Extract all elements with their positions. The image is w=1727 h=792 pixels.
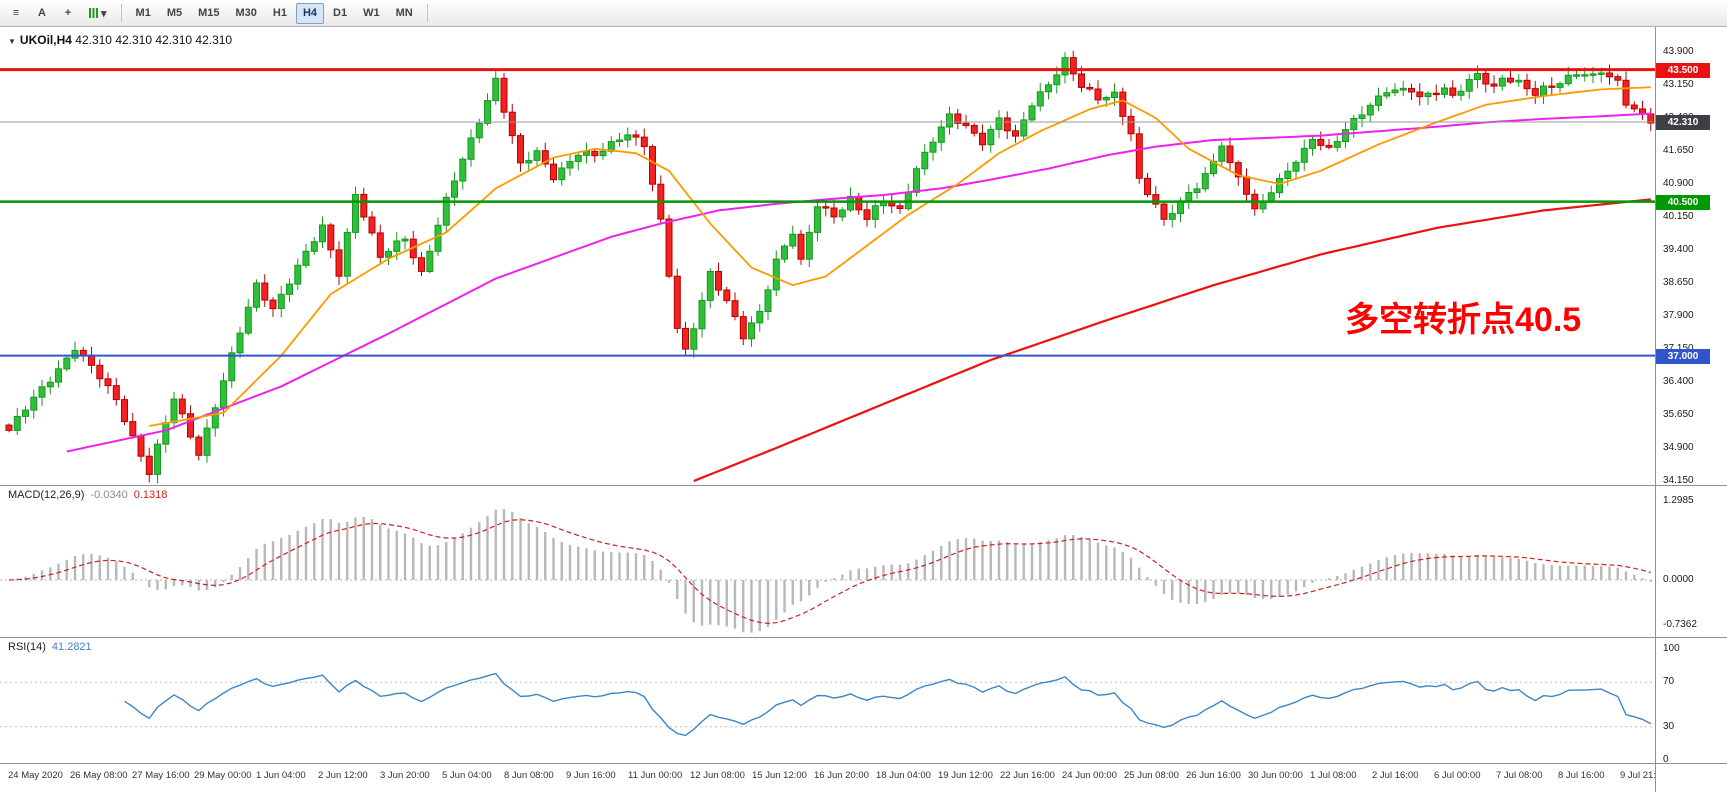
timeframe-m5[interactable]: M5 (160, 3, 189, 24)
toolbar-separator (426, 4, 428, 22)
price-tick-label: 37.150 (1663, 343, 1694, 354)
panel-splitter (0, 763, 1727, 764)
price-tick-label: 34.900 (1663, 442, 1694, 453)
price-tick-label: 34.150 (1663, 475, 1694, 486)
timeframe-w1[interactable]: W1 (356, 3, 387, 24)
time-label: 16 Jun 20:00 (814, 770, 869, 781)
time-label: 1 Jul 08:00 (1310, 770, 1357, 781)
price-badge: 37.000 (1656, 348, 1710, 364)
price-badge: 40.500 (1656, 194, 1710, 210)
price-tick-label: 40.900 (1663, 178, 1694, 189)
price-tick-label: 39.400 (1663, 244, 1694, 255)
symbol-timeframe-label: UKOil,H4 (19, 33, 72, 47)
chart-type-dropdown[interactable]: ▾ (82, 3, 114, 24)
time-label: 15 Jun 12:00 (752, 770, 807, 781)
price-tick-label: 35.650 (1663, 409, 1694, 420)
price-tick-label: 41.650 (1663, 145, 1694, 156)
time-label: 7 Jul 08:00 (1496, 770, 1543, 781)
price-tick-label: 36.400 (1663, 376, 1694, 387)
bar-chart-icon (89, 8, 98, 18)
time-axis[interactable]: 24 May 2020 26 May 08:00 27 May 16:00 29 Ma… (0, 764, 1666, 792)
time-label: 18 Jun 04:00 (876, 770, 931, 781)
macd-indicator-label: MACD(12,26,9) -0.0340 0.1318 (8, 489, 167, 501)
time-label: 8 Jul 16:00 (1558, 770, 1605, 781)
macd-scale-label: 0.0000 (1663, 574, 1694, 585)
time-label: 30 Jun 00:00 (1248, 770, 1303, 781)
rsi-name: RSI(14) (8, 641, 46, 653)
rsi-plot[interactable] (0, 638, 1655, 763)
time-label: 27 May 16:00 (132, 770, 190, 781)
price-badge: 42.310 (1656, 114, 1710, 130)
chevron-down-icon: ▾ (101, 7, 107, 20)
menu-icon[interactable]: ≡ (4, 3, 28, 24)
price-tick-label: 38.650 (1663, 277, 1694, 288)
crosshair-tool-button[interactable]: + (56, 3, 80, 24)
timeframe-m30[interactable]: M30 (229, 3, 264, 24)
time-label: 2 Jun 12:00 (318, 770, 368, 781)
time-label: 25 Jun 08:00 (1124, 770, 1179, 781)
macd-name: MACD(12,26,9) (8, 489, 85, 501)
price-badge: 43.500 (1656, 62, 1710, 78)
rsi-scale-label: 30 (1663, 720, 1675, 732)
time-label: 8 Jun 08:00 (504, 770, 554, 781)
time-label: 29 May 00:00 (194, 770, 252, 781)
macd-scale-label: -0.7362 (1663, 618, 1697, 630)
timeframe-h4[interactable]: H4 (295, 2, 325, 24)
timeframe-mn[interactable]: MN (389, 3, 420, 24)
price-tick-label: 40.150 (1663, 211, 1694, 222)
rsi-scale-label: 100 (1663, 643, 1680, 654)
rsi-value: 41.2821 (51, 641, 92, 653)
time-label: 19 Jun 12:00 (938, 770, 993, 781)
time-label: 5 Jun 04:00 (442, 770, 492, 781)
macd-scale-label: 1.2985 (1663, 494, 1694, 506)
time-label: 9 Jul 21:15 (1620, 770, 1667, 781)
macd-panel[interactable] (0, 486, 1655, 637)
timeframe-m1[interactable]: M1 (129, 3, 158, 24)
time-label: 1 Jun 04:00 (256, 770, 306, 781)
rsi-scale-label: 70 (1663, 676, 1675, 688)
rsi-panel[interactable] (0, 638, 1655, 763)
text-tool-glyph: A (38, 7, 46, 19)
time-label: 9 Jun 16:00 (566, 770, 616, 781)
time-label: 11 Jun 00:00 (628, 770, 683, 781)
macd-signal-value: 0.1318 (133, 489, 168, 501)
timeframe-d1[interactable]: D1 (326, 3, 354, 24)
ohlc-quotes: 42.310 42.310 42.310 42.310 (75, 33, 233, 47)
rsi-indicator-label: RSI(14) 41.2821 (8, 641, 92, 653)
crosshair-icon: + (64, 7, 72, 19)
time-label: 26 Jun 16:00 (1186, 770, 1241, 781)
panel-splitter[interactable] (0, 485, 1727, 486)
panel-splitter[interactable] (0, 637, 1727, 638)
time-label: 26 May 08:00 (70, 770, 128, 781)
time-label: 24 Jun 00:00 (1062, 770, 1117, 781)
time-label: 3 Jun 20:00 (380, 770, 430, 781)
price-tick-label: 43.900 (1663, 46, 1694, 57)
toolbar: ≡ A + ▾ M1 M5 M15 M30 H1 H4 D1 W1 MN (0, 0, 1727, 27)
rsi-scale-label: 0 (1663, 754, 1669, 765)
menu-icon-glyph: ≡ (12, 7, 20, 19)
price-tick-label: 37.900 (1663, 310, 1694, 321)
time-label: 22 Jun 16:00 (1000, 770, 1055, 781)
timeframe-h1[interactable]: H1 (266, 3, 294, 24)
main-chart-panel[interactable] (0, 27, 1655, 485)
time-label: 12 Jun 08:00 (690, 770, 745, 781)
chart-annotation-text: 多空转折点40.5 (1345, 301, 1582, 339)
price-tick-label: 43.150 (1663, 79, 1694, 90)
time-label: 24 May 2020 (8, 770, 63, 781)
timeframe-m15[interactable]: M15 (191, 3, 226, 24)
collapse-icon[interactable]: ▼ (8, 37, 16, 46)
time-label: 6 Jul 00:00 (1434, 770, 1481, 781)
macd-plot[interactable] (0, 486, 1655, 637)
macd-main-value: -0.0340 (90, 489, 128, 501)
time-label: 2 Jul 16:00 (1372, 770, 1419, 781)
toolbar-separator (120, 4, 122, 22)
text-tool-button[interactable]: A (30, 3, 54, 24)
chart-title: ▼ UKOil,H4 42.310 42.310 42.310 42.310 (8, 33, 232, 47)
main-plot[interactable] (0, 27, 1655, 485)
price-axis[interactable]: 43.90043.15042.40041.65040.90040.15039.4… (1655, 27, 1727, 792)
